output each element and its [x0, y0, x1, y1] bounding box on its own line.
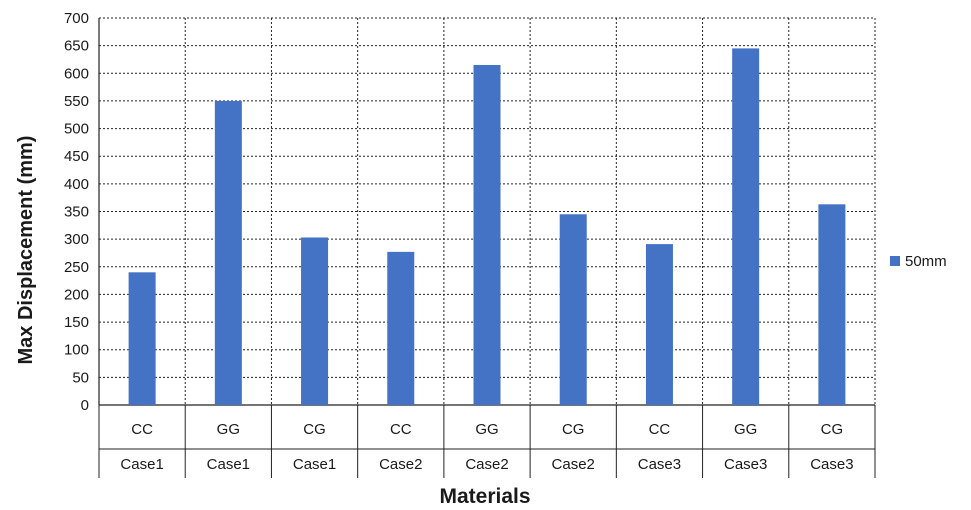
y-tick-label: 450	[64, 148, 89, 165]
y-tick-label: 500	[64, 121, 89, 138]
y-tick-label: 550	[64, 93, 89, 110]
y-tick-label: 600	[64, 65, 89, 82]
x-tick-label-case: Case2	[465, 456, 508, 473]
legend-swatch-50mm	[890, 256, 900, 266]
x-tick-label-material: CG	[562, 421, 585, 438]
bar-gg-case1	[214, 100, 242, 405]
x-axis-title: Materials	[439, 485, 530, 508]
x-tick-label-case: Case3	[638, 456, 681, 473]
legend: 50mm	[890, 253, 947, 270]
x-tick-label-case: Case1	[207, 456, 250, 473]
bar-gg-case2	[473, 64, 501, 405]
category-axis: CC Case1 GG Case1 CG Case1 CC Case2 GG Case2 CG Cas…	[98, 405, 876, 478]
y-tick-label: 300	[64, 231, 89, 248]
x-tick-label-material: GG	[734, 421, 757, 438]
y-tick-label: 350	[64, 204, 89, 221]
legend-label-50mm: 50mm	[905, 253, 947, 270]
x-tick-label-case: Case1	[293, 456, 336, 473]
x-tick-label-material: CG	[303, 421, 326, 438]
x-tick-label-material: CC	[649, 421, 671, 438]
x-tick-label-case: Case2	[379, 456, 422, 473]
x-tick-label-material: CC	[390, 421, 412, 438]
x-tick-label-case: Case1	[120, 456, 163, 473]
bar-cc-case3	[645, 244, 673, 405]
x-tick-label-case: Case3	[810, 456, 853, 473]
y-tick-label: 0	[81, 397, 89, 414]
bar-cg-case2	[559, 214, 587, 405]
bar-cg-case1	[301, 237, 329, 405]
x-tick-label-material: GG	[475, 421, 498, 438]
y-tick-label: 650	[64, 38, 89, 55]
bar-cg-case3	[818, 204, 846, 405]
y-tick-label: 400	[64, 176, 89, 193]
bars	[128, 48, 846, 406]
y-tick-label: 200	[64, 286, 89, 303]
y-tick-label: 100	[64, 342, 89, 359]
y-tick-label: 250	[64, 259, 89, 276]
x-tick-label-material: CC	[131, 421, 153, 438]
y-tick-label: 700	[64, 10, 89, 27]
x-tick-label-material: GG	[217, 421, 240, 438]
y-axis-title: Max Displacement (mm)	[15, 136, 37, 365]
x-tick-label-material: CG	[821, 421, 844, 438]
y-axis-ticks: 0 50 100 150 200 250 300 350 400 450 500 550 600 650 7…	[64, 10, 89, 414]
y-tick-label: 150	[64, 314, 89, 331]
bar-cc-case2	[387, 251, 415, 405]
x-tick-label-case: Case2	[552, 456, 595, 473]
y-tick-label: 50	[72, 369, 89, 386]
bar-gg-case3	[732, 48, 760, 406]
x-tick-label-case: Case3	[724, 456, 767, 473]
bar-cc-case1	[128, 272, 156, 405]
